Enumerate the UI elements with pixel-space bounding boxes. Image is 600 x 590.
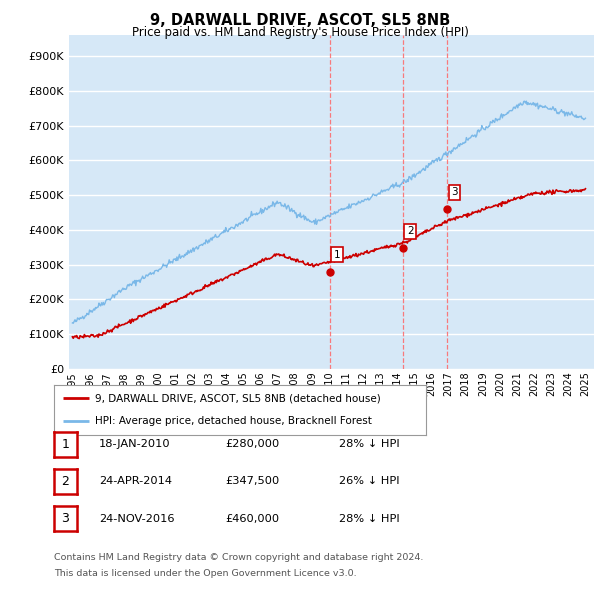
Text: 28% ↓ HPI: 28% ↓ HPI — [339, 440, 400, 449]
Text: 1: 1 — [61, 438, 70, 451]
Text: 3: 3 — [451, 187, 458, 197]
Text: 28% ↓ HPI: 28% ↓ HPI — [339, 514, 400, 523]
Text: 9, DARWALL DRIVE, ASCOT, SL5 8NB: 9, DARWALL DRIVE, ASCOT, SL5 8NB — [150, 13, 450, 28]
Text: 24-APR-2014: 24-APR-2014 — [99, 477, 172, 486]
Text: 26% ↓ HPI: 26% ↓ HPI — [339, 477, 400, 486]
Text: 2: 2 — [61, 475, 70, 488]
Text: £460,000: £460,000 — [225, 514, 279, 523]
Text: 9, DARWALL DRIVE, ASCOT, SL5 8NB (detached house): 9, DARWALL DRIVE, ASCOT, SL5 8NB (detach… — [95, 393, 380, 403]
Text: Price paid vs. HM Land Registry's House Price Index (HPI): Price paid vs. HM Land Registry's House … — [131, 26, 469, 39]
Text: This data is licensed under the Open Government Licence v3.0.: This data is licensed under the Open Gov… — [54, 569, 356, 578]
Text: 18-JAN-2010: 18-JAN-2010 — [99, 440, 170, 449]
Text: HPI: Average price, detached house, Bracknell Forest: HPI: Average price, detached house, Brac… — [95, 417, 372, 427]
Text: 2: 2 — [407, 226, 414, 236]
Text: 3: 3 — [61, 512, 70, 525]
Text: £347,500: £347,500 — [225, 477, 279, 486]
Text: 1: 1 — [334, 250, 341, 260]
Text: 24-NOV-2016: 24-NOV-2016 — [99, 514, 175, 523]
Text: Contains HM Land Registry data © Crown copyright and database right 2024.: Contains HM Land Registry data © Crown c… — [54, 553, 424, 562]
Text: £280,000: £280,000 — [225, 440, 279, 449]
